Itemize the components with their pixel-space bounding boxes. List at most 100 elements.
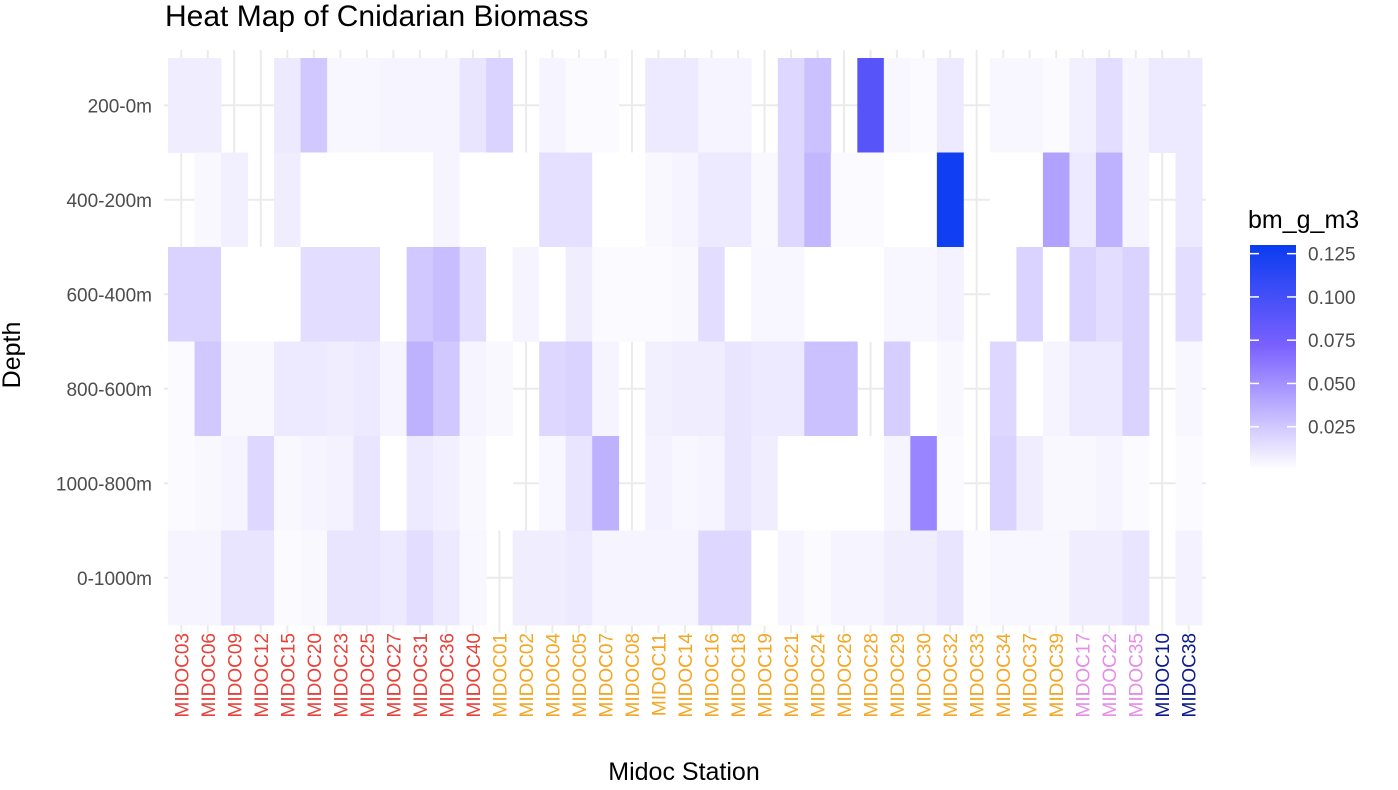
heatmap-cell [1095, 152, 1123, 248]
x-tick-label: MIDOC28 [862, 633, 883, 717]
heatmap-cell [830, 152, 858, 248]
x-tick-label: MIDOC34 [994, 633, 1015, 718]
x-tick-label: MIDOC02 [517, 633, 538, 717]
heatmap-cell [804, 58, 832, 153]
heatmap-cell [1069, 436, 1097, 531]
x-tick-label: MIDOC20 [305, 633, 326, 717]
heatmap-cell [777, 436, 805, 531]
heatmap-cell [857, 530, 885, 626]
heatmap-cell [539, 247, 567, 342]
legend-tick-label: 0.075 [1308, 331, 1356, 352]
heatmap-cell [1175, 436, 1203, 531]
heatmap-cell [698, 341, 726, 437]
heatmap-cell [300, 247, 328, 342]
heatmap-cell [274, 341, 301, 437]
x-tick-label: MIDOC05 [570, 633, 591, 717]
heatmap-cell [247, 341, 275, 437]
heatmap-cell [512, 530, 540, 626]
heatmap-cell [327, 341, 354, 437]
heatmap-cell [433, 58, 461, 153]
x-tick-label: MIDOC03 [172, 633, 193, 717]
heatmap-cell [274, 436, 301, 531]
heatmap-cell [724, 530, 752, 626]
heatmap-cell [1095, 341, 1123, 437]
heatmap-cell [221, 152, 248, 248]
heatmap-cell [936, 436, 964, 531]
heatmap-cell [539, 152, 567, 248]
heatmap-cell [936, 247, 964, 342]
heatmap-cell [1042, 341, 1070, 437]
heatmap-cell [592, 530, 620, 626]
heatmap-cell [565, 247, 593, 342]
x-tick-label: MIDOC15 [278, 633, 299, 717]
x-tick-label: MIDOC11 [649, 633, 670, 716]
heatmap-cell [724, 247, 752, 342]
heatmap-cell [751, 247, 779, 342]
heatmap-cell [910, 436, 938, 531]
heatmap-cell [777, 341, 805, 437]
heatmap-cell [698, 247, 726, 342]
heatmap-cell [353, 341, 381, 437]
x-tick-label: MIDOC25 [358, 633, 379, 717]
heatmap-cell [194, 436, 222, 531]
y-tick-label: 200-0m [88, 96, 152, 117]
heatmap-cell [353, 436, 381, 531]
legend-ticks: 0.125 0.100 0.075 0.050 0.025 [1250, 245, 1356, 439]
heatmap-cell [857, 247, 885, 342]
heatmap-cell [406, 152, 434, 248]
heatmap-cell [1122, 247, 1150, 342]
heatmap-cell [539, 530, 567, 626]
x-tick-label: MIDOC31 [411, 633, 432, 717]
heatmap-cell [459, 436, 487, 531]
heatmap-cell [565, 58, 593, 153]
heatmap-cell [565, 152, 593, 248]
heatmap-cell [539, 58, 567, 153]
x-tick-label: MIDOC24 [809, 633, 830, 718]
heatmap-cell [327, 152, 354, 248]
heatmap-cell [751, 341, 779, 437]
heatmap-cell [1122, 58, 1150, 153]
heatmap-cell [1148, 58, 1176, 153]
heatmap-cell [804, 247, 832, 342]
heatmap-cell [565, 436, 593, 531]
heatmap-cells [168, 58, 1203, 626]
heatmap-cell [406, 247, 434, 342]
x-axis-ticks: MIDOC03 MIDOC06 MIDOC09 MIDOC12 MIDOC15 MIDOC… [172, 633, 1200, 718]
y-axis-ticks: 200-0m 400-200m 600-400m 800-600m 1000-800m 0… [56, 96, 152, 590]
heatmap-cell [1042, 436, 1070, 531]
heatmap-cell [830, 530, 858, 626]
heatmap-cell [1095, 530, 1123, 626]
x-tick-label: MIDOC29 [888, 633, 909, 717]
x-tick-label: MIDOC32 [941, 633, 962, 717]
heatmap-cell [247, 436, 275, 531]
x-tick-label: MIDOC26 [835, 633, 856, 717]
x-tick-label: MIDOC12 [252, 633, 273, 717]
heatmap-cell [910, 58, 938, 153]
heatmap-cell [989, 341, 1017, 437]
legend-tick-label: 0.025 [1308, 418, 1356, 439]
heatmap-cell [910, 530, 938, 626]
heatmap-cell [459, 530, 487, 626]
heatmap-cell [910, 341, 938, 437]
x-tick-label: MIDOC33 [968, 633, 989, 717]
heatmap-cell [486, 247, 514, 342]
y-tick-label: 1000-800m [56, 474, 152, 495]
heatmap-cell [671, 152, 699, 248]
x-tick-label: MIDOC17 [1074, 633, 1095, 717]
x-tick-label: MIDOC10 [1153, 633, 1174, 717]
heatmap-cell [300, 530, 328, 626]
heatmap-cell [857, 58, 885, 153]
heatmap-cell [1016, 341, 1044, 437]
x-tick-label: MIDOC22 [1100, 633, 1121, 717]
heatmap-cell [274, 530, 301, 626]
heatmap-cell [1042, 58, 1070, 153]
heatmap-cell [777, 247, 805, 342]
y-axis-title: Depth [0, 322, 26, 389]
heatmap-cell [1042, 530, 1070, 626]
heatmap-cell [406, 436, 434, 531]
legend-title: bm_g_m3 [1248, 206, 1359, 234]
heatmap-cell [804, 436, 832, 531]
heatmap-cell [194, 58, 222, 153]
heatmap-cell [883, 58, 911, 153]
